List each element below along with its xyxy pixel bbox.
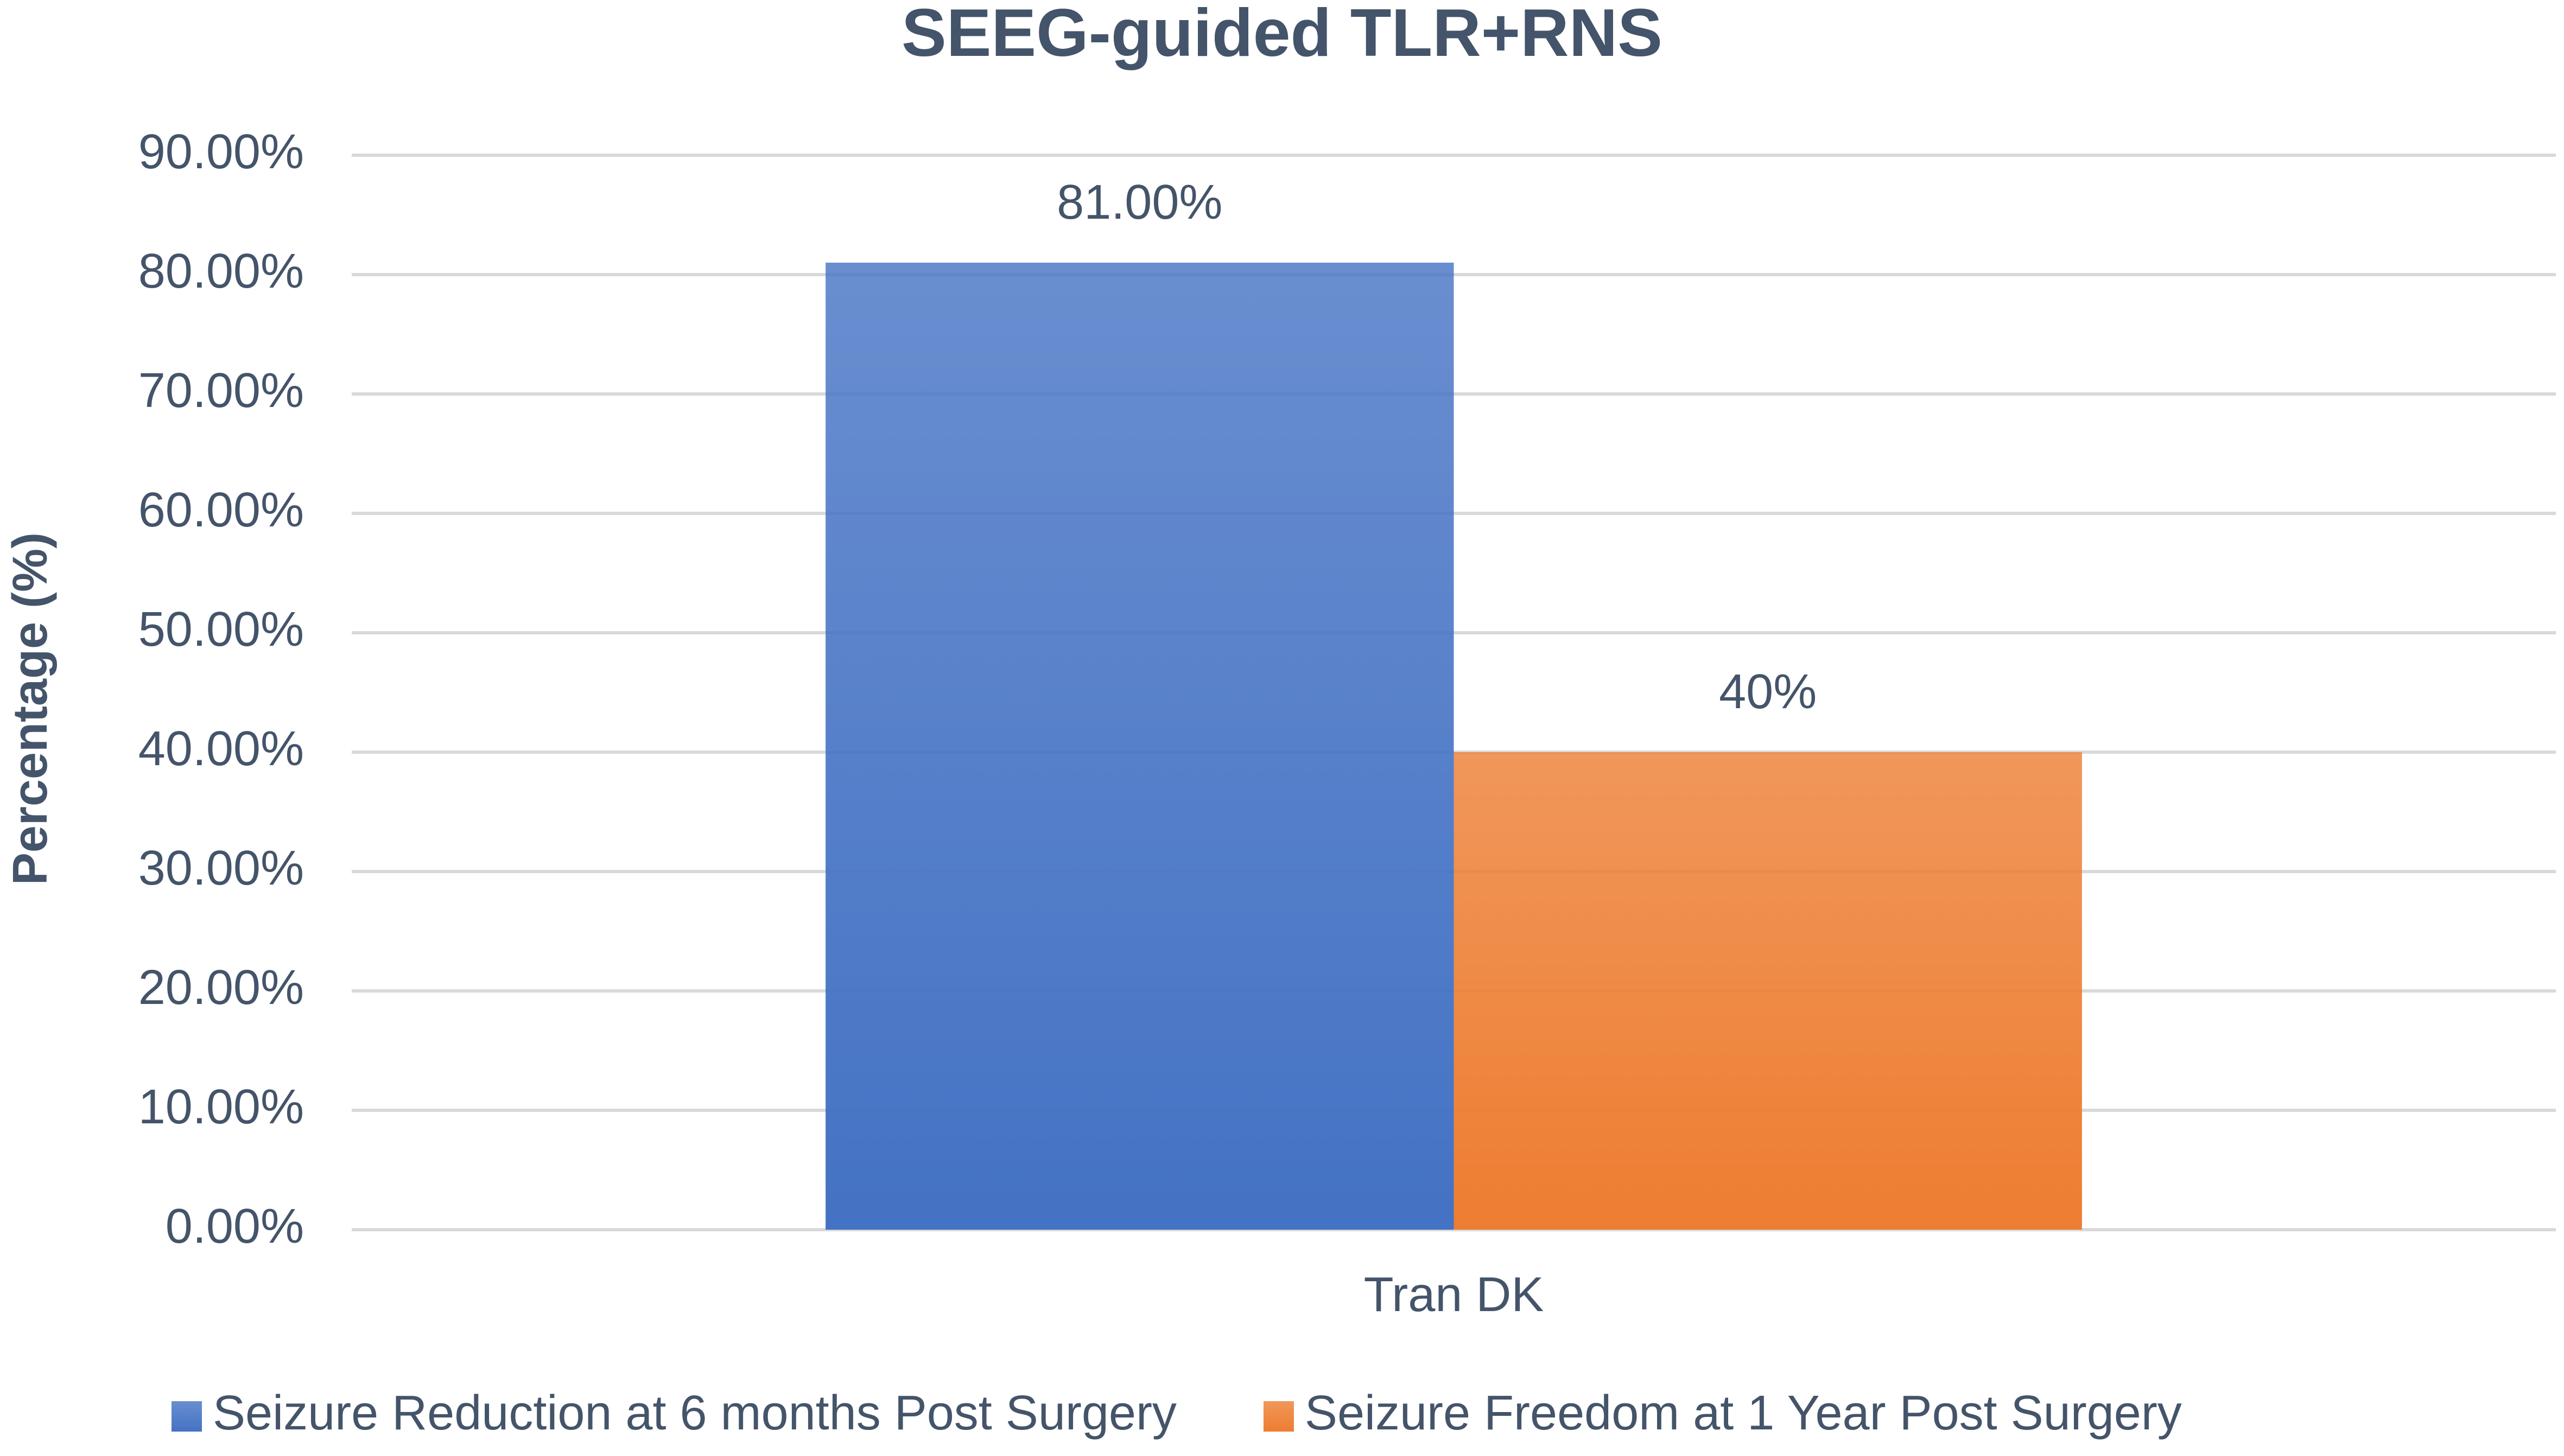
y-tick-label: 50.00%: [138, 602, 304, 657]
legend-swatch: [1263, 1401, 1294, 1432]
bar: [826, 263, 1454, 1230]
x-tick-label: Tran DK: [1364, 1268, 1544, 1322]
data-label: 81.00%: [1057, 175, 1222, 230]
y-tick-label: 30.00%: [138, 841, 304, 895]
y-tick-label: 40.00%: [138, 722, 304, 776]
data-label: 40%: [1719, 665, 1817, 719]
y-tick-label: 80.00%: [138, 244, 304, 298]
legend-label: Seizure Freedom at 1 Year Post Surgery: [1305, 1386, 2182, 1440]
y-tick-label: 60.00%: [138, 483, 304, 537]
legend-label: Seizure Reduction at 6 months Post Surge…: [213, 1386, 1177, 1440]
chart-title: SEEG-guided TLR+RNS: [902, 0, 1662, 71]
y-tick-label: 10.00%: [138, 1080, 304, 1134]
y-axis-label: Percentage (%): [3, 532, 58, 885]
y-tick-label: 90.00%: [138, 125, 304, 179]
bar: [1454, 752, 2082, 1230]
y-tick-label: 20.00%: [138, 961, 304, 1015]
y-tick-label: 70.00%: [138, 364, 304, 418]
y-tick-label: 0.00%: [166, 1199, 304, 1254]
legend-swatch: [172, 1401, 202, 1432]
